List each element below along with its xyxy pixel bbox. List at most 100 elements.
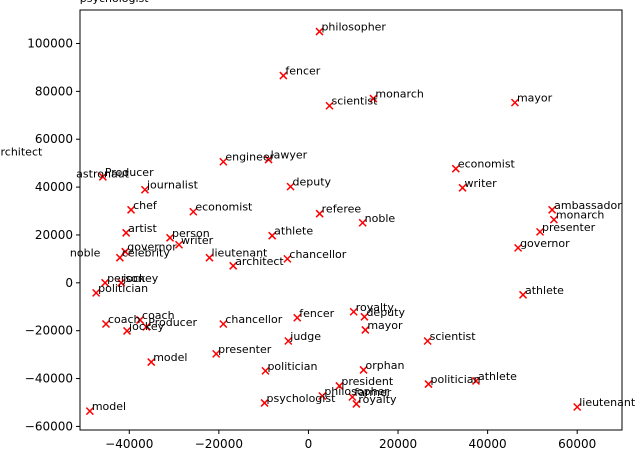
point <box>358 218 367 227</box>
y-tick-label: 100000 <box>27 37 73 51</box>
point-label: chancellor <box>225 313 282 326</box>
y-tick-label: 20000 <box>35 228 73 242</box>
point-label: scientist <box>331 95 378 108</box>
point <box>117 278 126 287</box>
point-label: coach <box>108 313 141 326</box>
point-label: royalty <box>358 393 397 406</box>
point <box>122 228 131 237</box>
y-tick-label: −60000 <box>25 419 73 433</box>
point-label: astronaut <box>76 168 129 181</box>
point <box>219 157 228 166</box>
point-label: presenter <box>542 221 596 234</box>
point <box>147 358 156 367</box>
point-label: Producer <box>148 316 197 329</box>
point-label: fencer <box>299 307 334 320</box>
point <box>85 407 94 416</box>
point <box>166 233 175 242</box>
point <box>451 164 460 173</box>
point-label: engineer <box>225 151 274 164</box>
point <box>424 380 433 389</box>
point-label: writer <box>181 234 214 247</box>
point-label: governor <box>127 241 177 254</box>
x-tick-label: 20000 <box>379 437 417 451</box>
point <box>101 278 110 287</box>
point-label: presenter <box>218 343 272 356</box>
point-label: coach <box>142 309 175 322</box>
point-label: person <box>107 272 145 285</box>
x-tick-label: −40000 <box>105 437 153 451</box>
point-label: athlete <box>274 225 313 238</box>
point-label: judge <box>289 330 321 343</box>
x-tick-label: −20000 <box>195 437 243 451</box>
point-label: jockey <box>128 320 165 333</box>
point <box>510 98 519 107</box>
point <box>369 94 378 103</box>
point <box>548 205 557 214</box>
point <box>261 366 270 375</box>
point <box>127 205 136 214</box>
marks <box>85 27 582 416</box>
point-label: monarch <box>375 88 423 101</box>
point-label: farmer <box>354 386 391 399</box>
y-tick-label: −40000 <box>25 372 73 386</box>
plot-frame <box>79 9 623 431</box>
point <box>279 71 288 80</box>
point <box>212 349 221 358</box>
point-label: chef <box>133 199 158 212</box>
point-label: philosopher <box>324 385 389 398</box>
point-label: ambassador <box>554 199 622 212</box>
point <box>335 381 344 390</box>
point-label: psychologist <box>80 0 150 5</box>
point <box>98 172 107 181</box>
point-label: noble <box>365 212 396 225</box>
point <box>189 207 198 216</box>
point-label: model <box>92 400 126 413</box>
point <box>315 209 324 218</box>
point-label: economist <box>195 201 253 214</box>
point-label: lawyer <box>271 149 308 162</box>
point-label: mayor <box>367 319 403 332</box>
point <box>325 101 334 110</box>
point <box>423 336 432 346</box>
point-label: psychologist <box>267 392 337 405</box>
point-label: athlete <box>525 284 564 297</box>
point <box>535 227 545 236</box>
point <box>140 185 149 194</box>
point <box>361 325 370 334</box>
y-tick-label: 60000 <box>35 132 73 146</box>
point-label: deputy <box>366 306 405 319</box>
point <box>264 155 273 164</box>
point <box>205 253 214 262</box>
point-label: architect <box>235 255 284 268</box>
point-label: athlete <box>478 370 517 383</box>
point <box>142 322 151 331</box>
point-label: person <box>172 227 210 240</box>
x-tick-label: 40000 <box>469 437 507 451</box>
point-label: Producer <box>105 166 154 179</box>
point-label: lieutenant <box>579 396 636 409</box>
point <box>115 253 124 262</box>
point <box>135 315 145 324</box>
point <box>549 215 558 224</box>
point <box>352 399 361 408</box>
point-label: politician <box>98 282 148 295</box>
point <box>286 182 295 191</box>
point <box>359 365 368 374</box>
point <box>458 183 467 192</box>
point <box>349 307 358 316</box>
point-label: politician <box>430 373 480 386</box>
point <box>174 240 184 249</box>
point-label: artist <box>128 222 157 235</box>
point-label: politician <box>267 360 317 373</box>
point-label: writer <box>465 177 498 190</box>
point-label: economist <box>458 158 516 171</box>
point <box>293 313 302 322</box>
point <box>268 231 277 240</box>
point <box>315 27 324 36</box>
point <box>219 319 228 329</box>
point-label: orphan <box>366 359 405 372</box>
point-label: governor <box>520 237 570 250</box>
point-label: celebrity <box>122 247 171 260</box>
point <box>229 261 238 270</box>
